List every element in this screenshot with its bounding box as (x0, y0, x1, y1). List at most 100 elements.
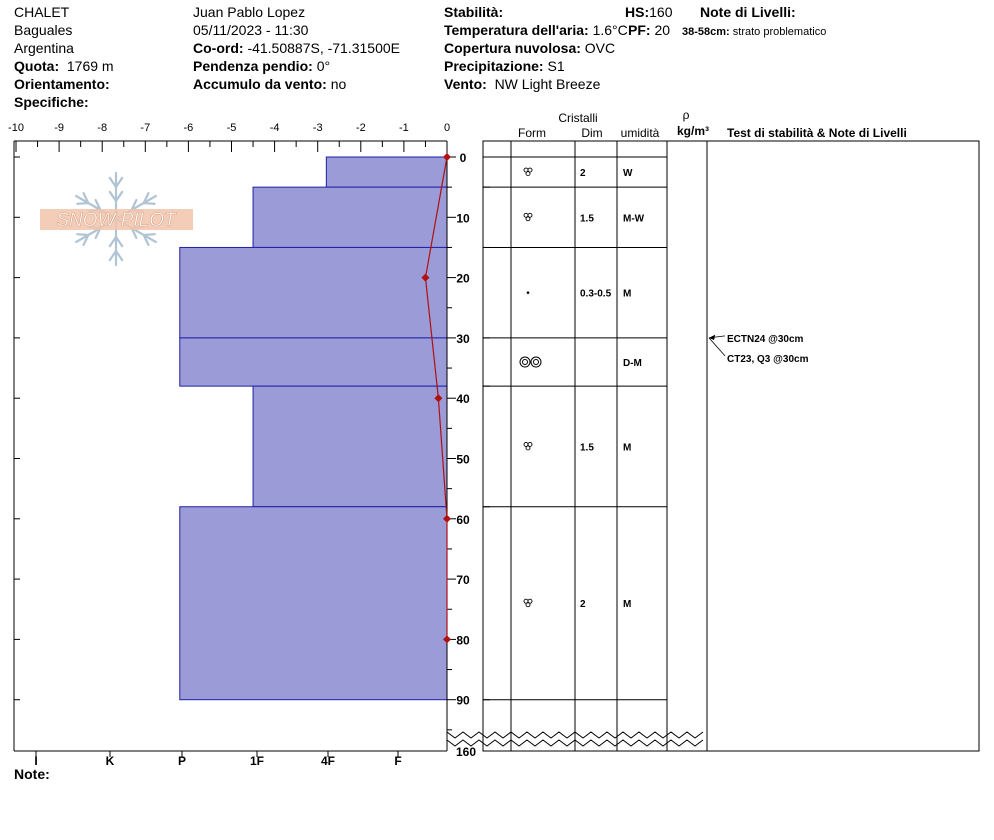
depth-tick-label: 80 (456, 633, 470, 647)
cloud-label: Copertura nuvolosa: (444, 40, 581, 56)
temperature-point (434, 394, 443, 403)
layer-note-range: 38-58cm: (682, 26, 730, 38)
density-unit: kg/m³ (677, 124, 709, 138)
hardness-label: 1F (250, 754, 264, 768)
rounded-grain-icon (523, 441, 533, 451)
temp-tick-label: -1 (399, 122, 409, 134)
layer-note: 38-58cm: strato problematico (682, 23, 826, 41)
hardness-layer-5 (179, 506, 448, 701)
coord-label: Co-ord: (193, 40, 244, 56)
temperature-point (443, 635, 451, 644)
layer-row-3: D-M (519, 356, 642, 369)
depth-tick-label: 30 (456, 332, 470, 346)
layer-note-text: strato problematico (732, 26, 827, 38)
layer-row-1: 1.5 M-W (523, 212, 645, 224)
logo-text: SNOW PILOT (56, 210, 177, 231)
region: Baguales (14, 22, 73, 38)
depth-tick-label: 60 (456, 513, 470, 527)
hardness-label: K (106, 754, 115, 768)
observer: Juan Pablo Lopez (193, 4, 306, 20)
hardness-label: P (178, 754, 186, 768)
crystals-header: Cristalli (558, 111, 597, 125)
rounded-grain-icon (523, 598, 533, 608)
specifics-label: Specifiche: (14, 94, 89, 110)
hardness-label: I (34, 754, 37, 768)
location-name: CHALET (14, 4, 70, 20)
layer-notes-label: Note di Livelli: (700, 4, 796, 20)
hardness-layer-2 (179, 246, 448, 339)
temp-tick-label: -7 (140, 122, 150, 134)
temp-tick-label: -6 (184, 122, 194, 134)
elevation-label: Quota: (14, 58, 60, 74)
precip-value: S1 (547, 58, 565, 74)
slope: Pendenza pendio: 0° (193, 57, 330, 75)
temperature-point (443, 514, 451, 523)
temp-tick-label: -3 (313, 122, 323, 134)
wind-load-value: no (330, 76, 347, 92)
air-temperature: Temperatura dell'aria: 1.6°C (444, 21, 628, 39)
temp-tick-label: -5 (227, 122, 237, 134)
stability-notes-header: Test di stabilità & Note di Livelli (727, 126, 907, 140)
elevation-value: 1769 m (66, 58, 114, 74)
layer-moisture: M-W (623, 213, 645, 224)
precip-label: Precipitazione: (444, 58, 544, 74)
layer-row-2: 0.3-0.5 M (526, 289, 631, 300)
table-frame (482, 140, 980, 752)
depth-total-label: 160 (456, 745, 476, 759)
stability-test-label: CT23, Q3 @30cm (727, 354, 809, 365)
form-header: Form (518, 126, 546, 140)
precipitation-particle-icon (526, 291, 530, 294)
hardness-layer-1 (252, 186, 448, 248)
wind-load-label: Accumulo da vento: (193, 76, 327, 92)
hardness-layer-0 (325, 156, 448, 188)
stability-test-1: CT23, Q3 @30cm (708, 334, 809, 365)
snow-height: HS:160 (625, 3, 672, 21)
depth-break-zigzag (446, 739, 704, 747)
stability-label: Stabilità: (444, 4, 504, 20)
depth-tick-label: 0 (460, 151, 467, 165)
datetime: 05/11/2023 - 11:30 (193, 22, 309, 38)
aspect-label: Orientamento: (14, 76, 110, 92)
temp-tick-label: 0 (444, 122, 450, 134)
layer-moisture: M (623, 442, 631, 453)
layer-grain-size: 2 (580, 599, 586, 610)
elevation: Quota: 1769 m (14, 57, 114, 75)
pf-value: 20 (654, 22, 671, 38)
layer-row-4: 1.5 M (523, 441, 631, 453)
hardness-label: 4F (321, 754, 335, 768)
air-temp-label: Temperatura dell'aria: (444, 22, 589, 38)
moisture-header: umidità (621, 126, 660, 140)
layer-grain-size: 1.5 (580, 213, 594, 224)
layer-moisture: D-M (623, 358, 642, 369)
hs-label: HS: (625, 4, 650, 20)
rounded-grain-icon (523, 212, 533, 222)
melt-freeze-icon (519, 356, 542, 368)
temperature-point (443, 153, 451, 161)
cloud-value: OVC (584, 40, 616, 56)
temp-tick-label: -2 (356, 122, 366, 134)
foot-penetration: PF: 20 (628, 21, 670, 39)
coord-value: -41.50887S, -71.31500E (247, 40, 401, 56)
slope-label: Pendenza pendio: (193, 58, 313, 74)
crystal-table: Cristalli Form Dim umidità ρ kg/m³ Test … (446, 108, 980, 752)
layer-grain-size: 0.3-0.5 (580, 289, 612, 300)
coordinates: Co-ord: -41.50887S, -71.31500E (193, 39, 400, 57)
hardness-label: F (394, 754, 401, 768)
temp-tick-label: -4 (270, 122, 280, 134)
temp-tick-label: -10 (8, 122, 24, 134)
precipitation: Precipitazione: S1 (444, 57, 565, 75)
hardness-layer-4 (252, 385, 448, 508)
country: Argentina (14, 40, 74, 56)
depth-tick-label: 70 (456, 573, 470, 587)
pf-label: PF: (628, 22, 651, 38)
wind-value: NW Light Breeze (494, 76, 601, 92)
snowpilot-logo: SNOW PILOT (40, 171, 193, 267)
depth-tick-label: 10 (456, 211, 470, 225)
temp-tick-label: -8 (97, 122, 107, 134)
depth-tick-label: 20 (456, 272, 470, 286)
air-temp-value: 1.6°C (592, 22, 628, 38)
hs-value: 160 (649, 4, 673, 20)
